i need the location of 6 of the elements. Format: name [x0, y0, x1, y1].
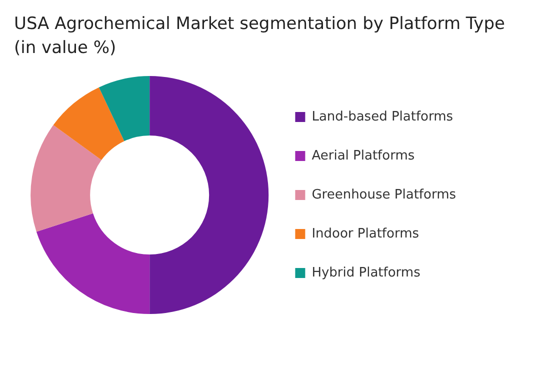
legend-label: Hybrid Platforms [312, 265, 421, 280]
legend-label: Aerial Platforms [312, 148, 415, 164]
legend-label: Indoor Platforms [312, 226, 420, 242]
legend-label: Greenhouse Platforms [312, 187, 456, 202]
chart-title: USA Agrochemical Market segmentation by Platform Type (in value %) [14, 13, 505, 60]
legend-label: Land-based Platforms [312, 109, 454, 124]
